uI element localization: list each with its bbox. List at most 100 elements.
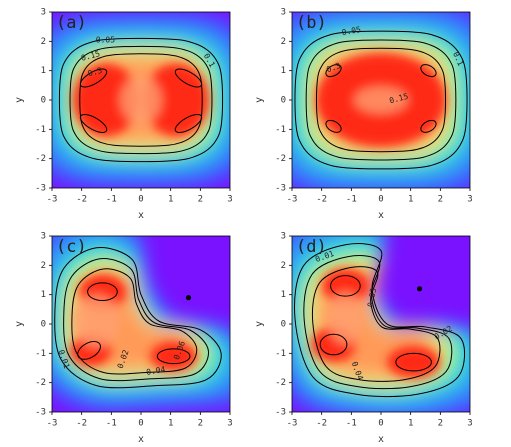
- contour-label: 0.05: [96, 35, 115, 44]
- y-tick-label: 0: [41, 96, 46, 106]
- plot-area: 0.050.10.150.3: [292, 12, 470, 188]
- x-tick-label: -1: [346, 195, 357, 205]
- y-tick-label: -2: [275, 154, 286, 164]
- x-tick-label: 0: [378, 195, 383, 205]
- x-tick-label: -1: [106, 419, 117, 429]
- x-tick-label: -2: [76, 419, 87, 429]
- contour-line: [174, 113, 203, 133]
- contour-line: [319, 333, 348, 356]
- contour-line: [77, 341, 101, 360]
- plot-area: 0.010.020.030.04: [292, 236, 470, 412]
- y-tick-label: -2: [275, 378, 286, 388]
- y-tick-label: 2: [281, 261, 286, 271]
- density-peak: [143, 63, 210, 137]
- y-tick-label: 2: [281, 37, 286, 47]
- x-axis-label: x: [378, 434, 384, 445]
- density-core: [354, 86, 408, 114]
- plot-area: 0.050.10.150.3: [52, 12, 230, 188]
- x-tick-label: 3: [227, 419, 232, 429]
- contour-line: [305, 39, 457, 161]
- density-peaks: [311, 268, 441, 379]
- density-core: [72, 294, 121, 348]
- marker-point: [416, 286, 423, 292]
- x-tick-label: 1: [168, 195, 173, 205]
- y-tick-label: -3: [35, 408, 46, 418]
- contour-line: [294, 30, 468, 170]
- x-tick-label: 2: [438, 419, 443, 429]
- density-fill: [292, 236, 470, 412]
- x-tick-label: 1: [168, 419, 173, 429]
- y-axis-label: y: [254, 321, 265, 327]
- x-tick-label: -2: [76, 195, 87, 205]
- y-tick-label: 2: [41, 261, 46, 271]
- density-peak: [72, 63, 139, 137]
- y-tick-label: -3: [275, 408, 286, 418]
- density-core: [327, 291, 364, 345]
- x-tick-label: 2: [198, 195, 203, 205]
- x-tick-label: -3: [287, 195, 298, 205]
- contour-label: 0.03: [366, 287, 378, 308]
- x-tick-label: 0: [378, 419, 383, 429]
- marker-point: [185, 295, 192, 301]
- y-tick-label: 3: [281, 232, 286, 242]
- y-tick-label: -1: [35, 125, 46, 135]
- contour-line: [174, 68, 203, 88]
- y-tick-label: 0: [281, 96, 286, 106]
- y-tick-label: 1: [41, 290, 46, 300]
- y-tick-label: 1: [281, 290, 286, 300]
- x-tick-label: 0: [138, 195, 143, 205]
- y-tick-label: 1: [41, 66, 46, 76]
- y-tick-label: -2: [35, 378, 46, 388]
- contour-line: [395, 352, 432, 372]
- x-tick-label: 0: [138, 419, 143, 429]
- x-tick-label: -2: [316, 195, 327, 205]
- panel-label: (d): [296, 237, 327, 257]
- y-axis-label: y: [14, 97, 25, 103]
- x-axis-label: x: [138, 434, 144, 445]
- contour-line: [54, 246, 222, 389]
- y-tick-label: 0: [41, 320, 46, 330]
- density-peak: [321, 268, 370, 304]
- y-tick-label: -1: [275, 349, 286, 359]
- y-tick-label: 1: [281, 66, 286, 76]
- y-axis-label: y: [254, 97, 265, 103]
- y-tick-label: -1: [275, 125, 286, 135]
- y-tick-label: 0: [281, 320, 286, 330]
- x-tick-label: -1: [346, 419, 357, 429]
- contour-line: [63, 258, 209, 382]
- panel-label: (a): [56, 13, 87, 33]
- contour-line: [79, 68, 108, 88]
- x-tick-label: 1: [408, 195, 413, 205]
- y-tick-label: -3: [275, 184, 286, 194]
- contour-label: 0.05: [341, 25, 362, 37]
- x-tick-label: -2: [316, 419, 327, 429]
- panel-label: (b): [296, 13, 327, 33]
- panel-label: (c): [56, 237, 87, 257]
- y-tick-label: 3: [41, 8, 46, 18]
- density-peak: [386, 346, 441, 379]
- x-tick-label: 2: [438, 195, 443, 205]
- contour-line: [315, 47, 447, 153]
- contour-line: [69, 45, 213, 155]
- plot-area: 0.01 0.020.040.06: [52, 236, 230, 412]
- density-peaks: [72, 63, 210, 137]
- y-tick-label: 3: [281, 8, 286, 18]
- y-tick-label: -1: [35, 349, 46, 359]
- density-peaks: [69, 274, 198, 371]
- contour-label: 0.04: [146, 365, 167, 377]
- x-axis-label: x: [378, 210, 384, 221]
- x-tick-label: -3: [47, 195, 58, 205]
- x-tick-label: 3: [467, 419, 472, 429]
- contour-line: [156, 348, 191, 365]
- contour-line: [420, 119, 437, 133]
- contour-line: [311, 266, 441, 382]
- density-peaks: [315, 53, 447, 147]
- y-axis-label: y: [14, 321, 25, 327]
- x-tick-label: 3: [227, 195, 232, 205]
- x-tick-label: 1: [408, 419, 413, 429]
- x-axis-label: x: [138, 210, 144, 221]
- contour-label: 0.3: [87, 66, 103, 78]
- density-peak: [149, 341, 198, 371]
- x-tick-label: -1: [106, 195, 117, 205]
